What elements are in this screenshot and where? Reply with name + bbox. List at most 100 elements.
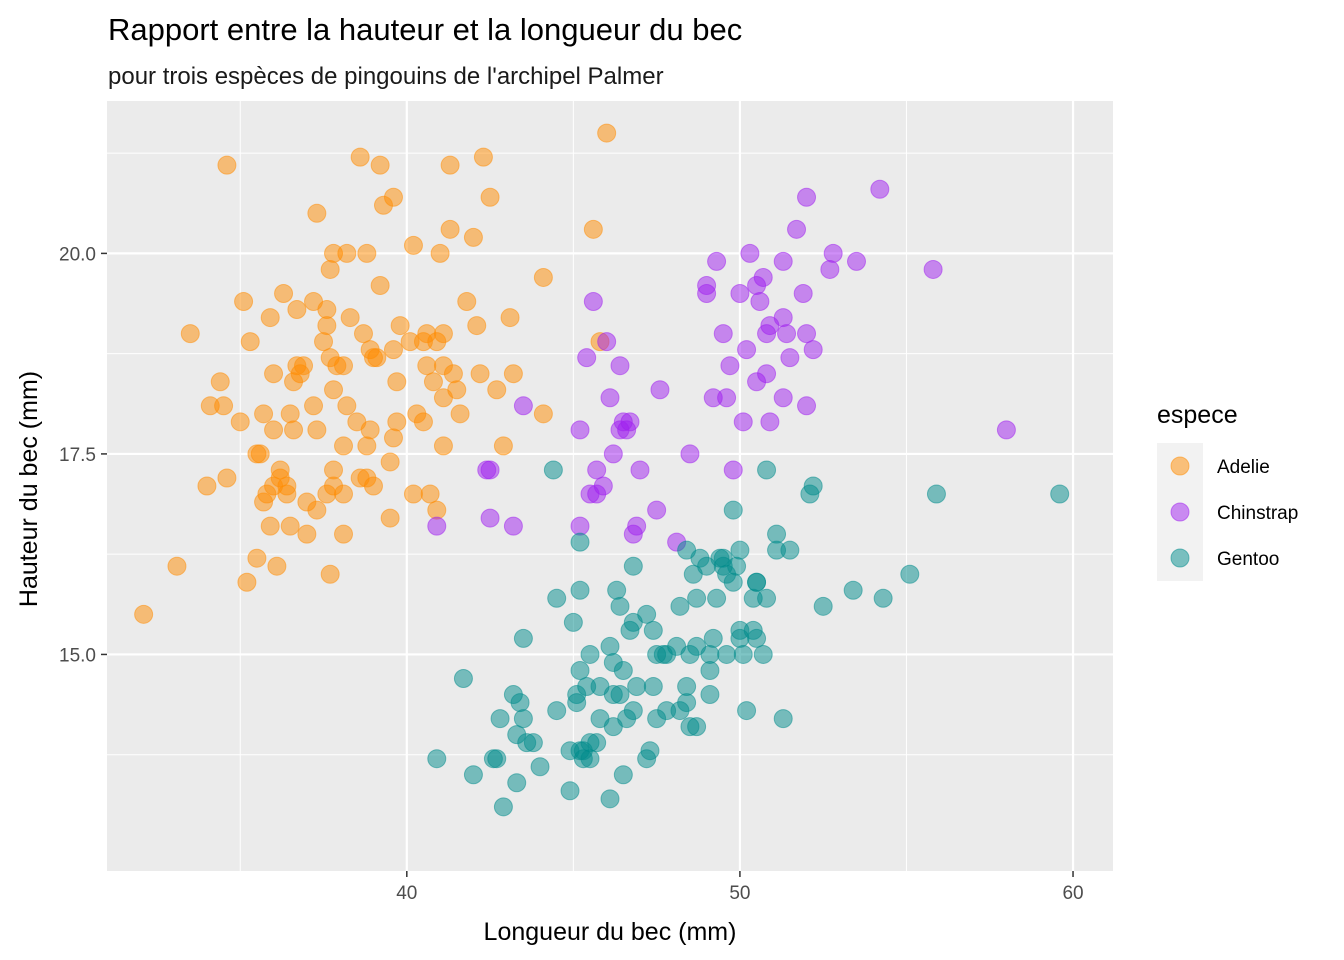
data-point	[467, 316, 487, 336]
data-point	[134, 604, 154, 624]
data-point	[380, 452, 400, 472]
data-point	[623, 701, 643, 721]
data-point	[787, 219, 807, 239]
data-point	[513, 709, 533, 729]
data-point	[803, 476, 823, 496]
data-point	[503, 516, 523, 536]
data-point	[750, 292, 770, 312]
data-point	[513, 396, 533, 416]
data-point	[420, 484, 440, 504]
data-point	[570, 516, 590, 536]
data-point	[757, 364, 777, 384]
data-point	[443, 364, 463, 384]
data-point	[610, 596, 630, 616]
data-point	[167, 556, 187, 576]
data-point	[357, 436, 377, 456]
data-point	[780, 540, 800, 560]
series-adelie	[134, 123, 617, 624]
data-point	[363, 476, 383, 496]
data-point	[620, 412, 640, 432]
data-point	[577, 348, 597, 368]
data-point	[570, 420, 590, 440]
data-point	[707, 251, 727, 271]
data-point	[430, 243, 450, 263]
data-point	[433, 324, 453, 344]
data-point	[707, 588, 727, 608]
data-point	[747, 628, 767, 648]
y-tick-label: 15.0	[59, 645, 96, 666]
data-point	[600, 636, 620, 656]
data-point	[593, 476, 613, 496]
data-point	[234, 292, 254, 312]
data-point	[287, 300, 307, 320]
data-point	[180, 324, 200, 344]
data-point	[727, 556, 747, 576]
data-point	[453, 669, 473, 688]
data-point	[324, 460, 344, 480]
data-point	[513, 628, 533, 648]
data-point	[280, 404, 300, 424]
legend-symbol	[1170, 502, 1190, 522]
data-point	[630, 460, 650, 480]
data-point	[264, 364, 284, 384]
data-point	[324, 380, 344, 400]
data-point	[613, 660, 633, 680]
data-point	[713, 324, 733, 344]
data-point	[753, 267, 773, 287]
data-point	[570, 580, 590, 600]
data-point	[463, 227, 483, 247]
data-point	[357, 243, 377, 263]
data-point	[463, 765, 483, 785]
data-point	[380, 508, 400, 528]
data-point	[280, 516, 300, 536]
data-point	[480, 508, 500, 528]
legend-label: Adelie	[1217, 457, 1270, 478]
data-point	[503, 364, 523, 384]
y-tick-label: 20.0	[59, 244, 96, 265]
data-point	[687, 717, 707, 737]
data-point	[643, 677, 663, 697]
legend-item-gentoo: Gentoo	[1157, 535, 1279, 581]
data-point	[507, 773, 527, 793]
data-point	[583, 219, 603, 239]
data-point	[314, 332, 334, 352]
data-point	[597, 332, 617, 352]
data-point	[260, 516, 280, 536]
data-point	[773, 308, 793, 328]
legend-label: Chinstrap	[1217, 503, 1298, 524]
data-point	[600, 388, 620, 408]
data-point	[447, 380, 467, 400]
data-point	[317, 316, 337, 336]
data-point	[723, 500, 743, 520]
data-point	[767, 524, 787, 544]
data-point	[403, 235, 423, 255]
data-point	[510, 693, 530, 713]
data-point	[237, 572, 257, 592]
data-point	[500, 308, 520, 328]
data-point	[723, 572, 743, 592]
data-point	[650, 380, 670, 400]
data-point	[370, 155, 390, 175]
data-point	[217, 155, 237, 175]
data-point	[610, 685, 630, 705]
data-point	[350, 147, 370, 167]
data-point	[567, 693, 587, 713]
data-point	[543, 460, 563, 480]
data-point	[703, 628, 723, 648]
data-point	[493, 797, 513, 817]
data-point	[580, 749, 600, 769]
data-point	[284, 420, 304, 440]
data-point	[873, 588, 893, 608]
x-tick-label: 50	[729, 883, 750, 904]
y-tick-label: 17.5	[59, 445, 96, 466]
data-point	[487, 380, 507, 400]
data-point	[480, 187, 500, 207]
data-point	[900, 564, 920, 584]
data-point	[334, 524, 354, 544]
data-point	[304, 396, 324, 416]
data-point	[607, 580, 627, 600]
legend-item-adelie: Adelie	[1157, 443, 1270, 489]
data-point	[533, 404, 553, 424]
data-point	[793, 284, 813, 303]
